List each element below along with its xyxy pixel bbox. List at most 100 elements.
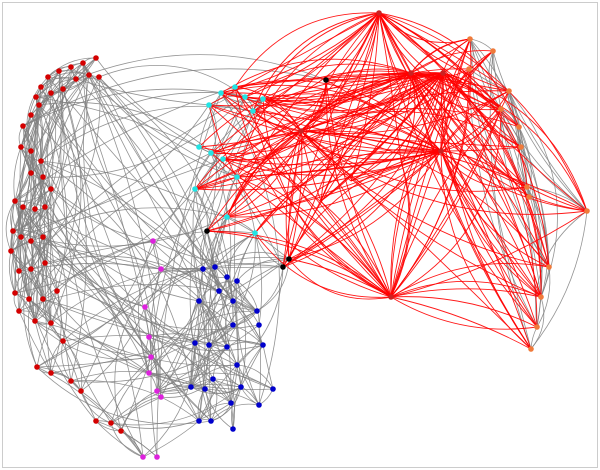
gray-edge — [30, 150, 238, 366]
crimson-node — [440, 70, 446, 76]
gray-edge — [18, 310, 52, 374]
red-edge — [390, 210, 588, 298]
gray-edge — [98, 76, 232, 404]
red-edge — [325, 79, 392, 298]
red-edge — [410, 72, 502, 111]
red-node — [8, 248, 14, 254]
gray-edge — [526, 186, 548, 298]
gray-edge — [80, 390, 97, 422]
gray-edge — [22, 125, 42, 162]
red-node — [45, 74, 51, 80]
red-edge — [440, 150, 538, 328]
gray-edge — [30, 262, 162, 270]
red-edge — [300, 68, 470, 132]
cyan-node — [234, 174, 240, 180]
gray-edge — [190, 300, 200, 344]
gray-edge — [80, 306, 146, 392]
red-node — [48, 90, 54, 96]
red-edge — [300, 130, 550, 268]
red-node — [28, 170, 34, 176]
gray-edge — [42, 96, 246, 178]
orange-node — [506, 88, 512, 94]
red-edge — [390, 108, 502, 298]
gray-edge — [38, 104, 44, 162]
gray-edge — [75, 54, 327, 81]
red-edge — [410, 72, 532, 350]
red-edge — [222, 72, 444, 161]
node-layer — [8, 10, 590, 460]
red-edge — [210, 130, 302, 154]
gray-edge — [156, 268, 204, 392]
gray-edge — [144, 256, 290, 308]
red-edge — [325, 68, 412, 81]
gray-edge — [214, 251, 290, 268]
gray-edge — [10, 250, 52, 324]
red-edge — [410, 72, 550, 268]
red-edge-layer — [194, 12, 588, 350]
red-node — [20, 204, 26, 210]
red-edge — [300, 130, 532, 350]
red-node — [40, 296, 46, 302]
red-edge — [220, 92, 442, 152]
red-edge — [378, 12, 550, 268]
gray-edge — [232, 300, 260, 326]
orange-node — [524, 184, 530, 190]
cyan-node — [224, 214, 230, 220]
gray-edge — [201, 230, 228, 348]
red-edge — [282, 12, 380, 268]
gray-edge — [198, 402, 232, 422]
red-node — [48, 370, 54, 376]
red-edge — [350, 72, 444, 182]
blue-node — [188, 384, 194, 390]
red-edge — [378, 12, 588, 212]
blue-node — [224, 274, 230, 280]
gray-edge — [138, 240, 154, 374]
gray-edge — [82, 62, 238, 178]
red-edge — [206, 230, 392, 298]
gray-edge — [530, 296, 545, 350]
red-edge — [300, 72, 444, 132]
red-node — [18, 144, 24, 150]
gray-edge — [240, 344, 264, 388]
gray-edge — [518, 126, 528, 188]
gray-edge — [148, 310, 258, 374]
gray-edge — [110, 386, 242, 426]
red-edge — [390, 68, 470, 298]
red-edge — [234, 86, 392, 298]
gray-edge — [27, 86, 42, 152]
orange-node — [584, 208, 590, 214]
gray-edge — [492, 50, 588, 212]
gray-edge — [42, 176, 72, 382]
cyan-node — [206, 102, 212, 108]
red-edge — [234, 12, 380, 88]
red-edge — [226, 150, 442, 218]
gray-edge — [30, 255, 220, 292]
red-edge — [226, 150, 442, 218]
crimson-node — [408, 70, 414, 76]
red-edge — [300, 130, 352, 182]
gray-edge — [526, 186, 543, 328]
gray-edge — [210, 110, 254, 154]
gray-edge — [5, 200, 16, 252]
magenta-node — [154, 388, 160, 394]
red-edge — [288, 150, 442, 260]
red-edge — [442, 72, 588, 212]
red-edge — [226, 130, 302, 218]
gray-edge — [22, 206, 220, 292]
gray-edge — [144, 306, 200, 422]
gray-edge — [18, 270, 44, 300]
magenta-node — [146, 370, 152, 376]
gray-edge — [500, 108, 550, 268]
red-edge — [440, 90, 510, 152]
red-edge — [300, 130, 542, 298]
gray-edge — [82, 62, 162, 398]
gray-edge — [30, 268, 39, 322]
gray-edge — [8, 250, 16, 294]
gray-edge — [236, 364, 274, 390]
gray-edge — [235, 280, 260, 406]
orange-node — [546, 264, 552, 270]
blue-node — [230, 322, 236, 328]
orange-node — [518, 144, 524, 150]
gray-edge — [189, 96, 246, 422]
gray-edge — [230, 300, 239, 404]
